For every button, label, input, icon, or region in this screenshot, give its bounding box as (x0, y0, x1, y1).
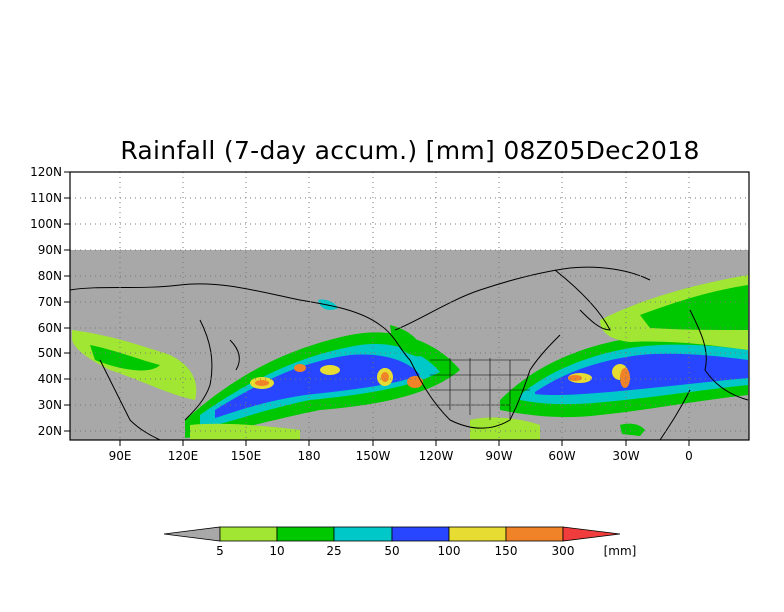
colorbar-10-25 (276, 526, 335, 542)
lon-label: 60W (548, 449, 575, 463)
axis-ticks (64, 171, 690, 446)
colorbar-label: 300 (552, 544, 575, 558)
lat-label: 110N (30, 191, 62, 205)
colorbar: 5 10 25 50 100 150 300 [mm] (163, 526, 637, 558)
colorbar-label: 150 (495, 544, 518, 558)
colorbar-25-50 (333, 526, 393, 542)
lat-label: 100N (30, 217, 62, 231)
lon-label: 150W (356, 449, 391, 463)
colorbar-label: 50 (384, 544, 399, 558)
lon-label: 90E (109, 449, 132, 463)
colorbar-label: 100 (438, 544, 461, 558)
latitude-labels: 120N 110N 100N 90N 80N 70N 60N 50N 40N 3… (30, 165, 62, 438)
lat-label: 120N (30, 165, 62, 179)
state-borders (430, 358, 530, 420)
lon-label: 0 (685, 449, 693, 463)
colorbar-5-10 (219, 526, 278, 542)
lon-label: 30W (612, 449, 639, 463)
colorbar-above (562, 526, 621, 542)
lon-label: 90W (485, 449, 512, 463)
colorbar-50-100 (391, 526, 450, 542)
lat-label: 90N (38, 243, 62, 257)
colorbar-label: 5 (216, 544, 224, 558)
lat-label: 60N (38, 321, 62, 335)
longitude-labels: 90E 120E 150E 180 150W 120W 90W 60W 30W … (109, 449, 693, 463)
map-title: Rainfall (7-day accum.) [mm] 08Z05Dec201… (120, 136, 700, 165)
lat-label: 30N (38, 398, 62, 412)
colorbar-100-150 (448, 526, 507, 542)
colorbar-label: 25 (326, 544, 341, 558)
colorbar-150-300 (505, 526, 564, 542)
lon-label: 150E (231, 449, 262, 463)
lat-label: 80N (38, 269, 62, 283)
colorbar-label: 10 (269, 544, 284, 558)
colorbar-below (163, 526, 221, 542)
lat-label: 70N (38, 295, 62, 309)
lon-label: 180 (298, 449, 321, 463)
lat-label: 20N (38, 424, 62, 438)
lat-label: 50N (38, 346, 62, 360)
plot-frame (69, 171, 750, 441)
colorbar-unit: [mm] (604, 544, 637, 558)
lat-label: 40N (38, 372, 62, 386)
graticule (70, 172, 749, 440)
lon-label: 120W (419, 449, 454, 463)
coastlines (69, 266, 749, 441)
lon-label: 120E (168, 449, 199, 463)
